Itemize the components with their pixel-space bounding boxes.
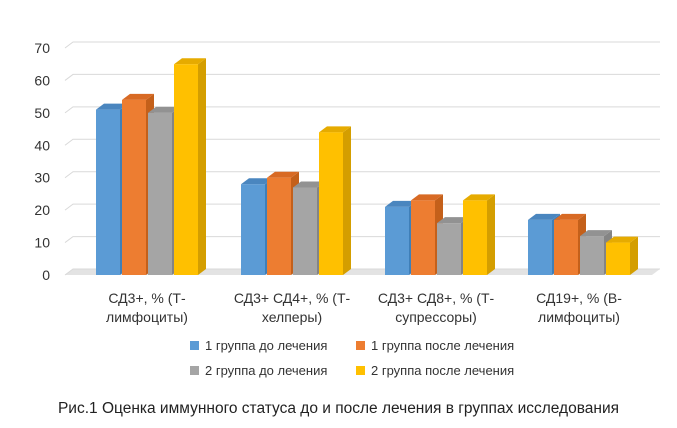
x-tick-label: СД3+ СД4+, % (Т- <box>234 290 351 306</box>
figure-caption: Рис.1 Оценка иммунного статуса до и посл… <box>57 400 620 417</box>
bar <box>385 206 409 275</box>
legend-swatch-series-3 <box>190 366 199 375</box>
bar <box>96 109 120 275</box>
bar <box>267 177 291 275</box>
bar-top <box>554 213 586 220</box>
y-tick-label: 30 <box>34 170 50 186</box>
bar-top <box>580 230 612 237</box>
y-tick-label: 60 <box>34 72 50 88</box>
bar-top <box>122 93 154 100</box>
legend-swatch-series-2 <box>356 341 365 350</box>
y-tick-label: 70 <box>34 40 50 56</box>
bar-top <box>174 58 206 65</box>
y-tick-label: 0 <box>42 267 50 283</box>
legend-label-series-2: 1 группа после лечения <box>371 338 515 353</box>
legend-item-series-4: 2 группа после лечения <box>356 363 546 378</box>
gridline <box>64 73 660 81</box>
legend-label-series-4: 2 группа после лечения <box>371 363 515 378</box>
bar <box>319 132 343 275</box>
legend-swatch-series-4 <box>356 366 365 375</box>
bar-top <box>267 171 299 178</box>
y-tick-label: 50 <box>34 105 50 121</box>
chart-floor <box>65 269 660 275</box>
bar-top <box>96 103 128 110</box>
y-tick-label: 10 <box>34 235 50 251</box>
legend-label-series-1: 1 группа до лечения <box>205 338 328 353</box>
bar-top <box>385 200 417 207</box>
x-tick-label: лимфоциты) <box>538 309 620 325</box>
bar-top <box>148 106 180 113</box>
bar <box>606 242 630 275</box>
x-tick-label: СД19+, % (В- <box>536 290 622 306</box>
bar-side <box>630 236 638 275</box>
bar-side <box>198 58 206 275</box>
bar <box>463 200 487 275</box>
legend-label-series-3: 2 группа до лечения <box>205 363 328 378</box>
legend-item-series-2: 1 группа после лечения <box>356 338 546 353</box>
x-tick-label: СД3+ СД8+, % (Т- <box>378 290 495 306</box>
x-tick-label: СД3+, % (Т- <box>108 290 186 306</box>
bar <box>580 236 604 275</box>
bar-side <box>487 194 495 275</box>
bar <box>148 112 172 275</box>
bar <box>174 64 198 275</box>
gridline <box>64 41 660 49</box>
bar-chart: 0 10 20 30 40 50 60 70 СД3+, % (Т-лимфоциты) СД3+… <box>34 40 660 325</box>
x-tick-label: супрессоры) <box>395 309 477 325</box>
bar-top <box>241 178 273 185</box>
bar-top <box>528 213 560 220</box>
x-tick-label: хелперы) <box>262 309 322 325</box>
legend-swatch-series-1 <box>190 341 199 350</box>
y-tick-label: 20 <box>34 202 50 218</box>
bar <box>411 200 435 275</box>
bar <box>122 99 146 275</box>
x-tick-label: лимфоциты) <box>106 309 188 325</box>
gridline <box>64 106 660 114</box>
bar <box>554 219 578 275</box>
bar-top <box>463 194 495 201</box>
bar-top <box>437 217 469 224</box>
gridline <box>64 138 660 146</box>
legend-item-series-3: 2 группа до лечения <box>190 363 348 378</box>
gridline <box>64 171 660 179</box>
bar <box>241 184 265 275</box>
bar-top <box>411 194 443 201</box>
bar <box>293 187 317 275</box>
bar-top <box>293 181 325 188</box>
chart-legend: 1 группа до лечения 1 группа после лечен… <box>190 338 550 378</box>
bar <box>528 219 552 275</box>
bar-side <box>343 126 351 275</box>
y-tick-label: 40 <box>34 137 50 153</box>
bar-top <box>606 236 638 243</box>
bar <box>437 223 461 275</box>
bar-top <box>319 126 351 133</box>
legend-item-series-1: 1 группа до лечения <box>190 338 348 353</box>
